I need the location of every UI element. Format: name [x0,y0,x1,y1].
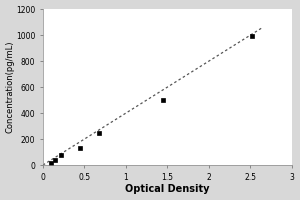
X-axis label: Optical Density: Optical Density [125,184,210,194]
Y-axis label: Concentration(pg/mL): Concentration(pg/mL) [6,41,15,133]
